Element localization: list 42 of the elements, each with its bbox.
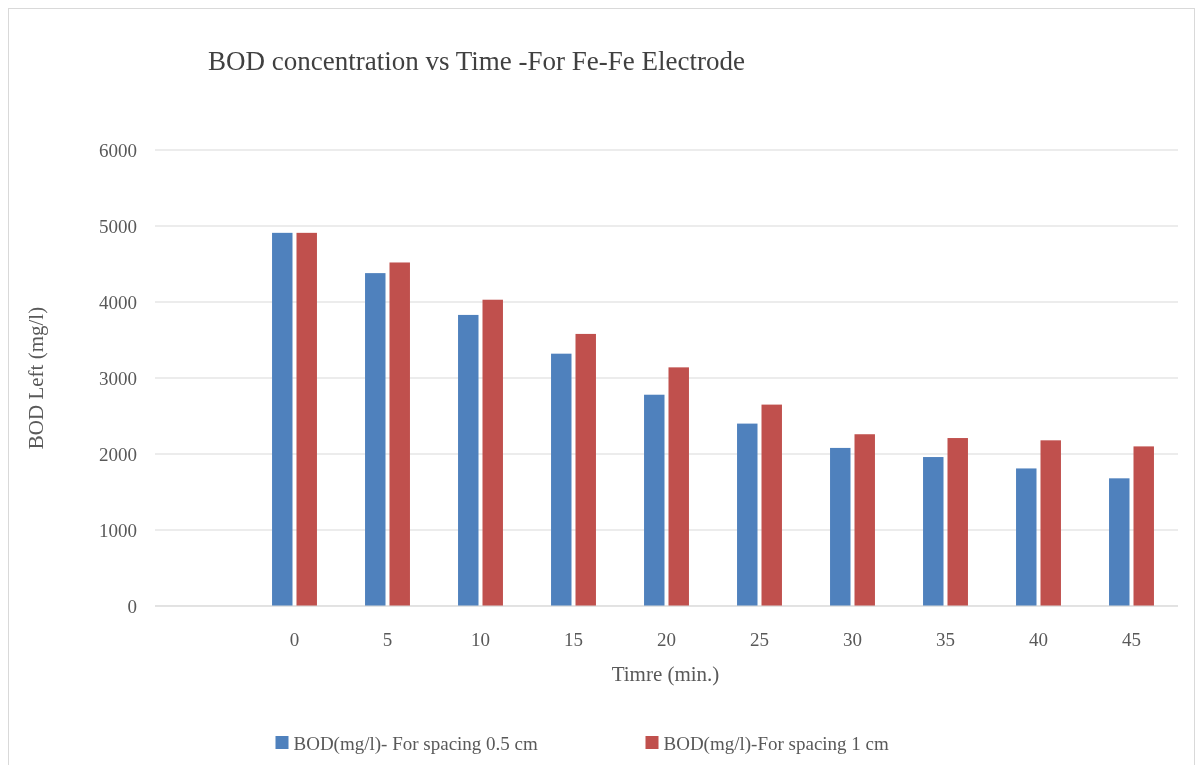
bar	[365, 273, 386, 606]
y-tick-label: 6000	[99, 139, 137, 161]
x-tick-label: 30	[843, 629, 862, 650]
bar	[1109, 478, 1130, 606]
x-tick-label: 5	[382, 629, 393, 650]
chart-title: BOD concentration vs Time -For Fe-Fe Electrode	[208, 46, 745, 76]
bar	[551, 353, 572, 606]
bar	[737, 423, 758, 606]
bar	[830, 447, 851, 606]
bar	[947, 438, 968, 606]
bar	[1016, 468, 1037, 606]
bar	[854, 434, 875, 606]
bar	[272, 232, 293, 606]
legend-label: BOD(mg/l)- For spacing 0.5 cm	[293, 732, 539, 755]
bar	[923, 457, 944, 606]
x-axis-title: Timre (min.)	[611, 662, 720, 686]
y-tick-label: 3000	[99, 367, 137, 389]
bar	[575, 333, 596, 606]
bar	[458, 314, 479, 606]
bar	[482, 299, 503, 606]
y-tick-label: 2000	[99, 443, 137, 465]
legend-label: BOD(mg/l)-For spacing 1 cm	[663, 732, 890, 755]
bar	[389, 262, 410, 606]
y-tick-label: 4000	[99, 291, 137, 313]
x-tick-label: 40	[1029, 629, 1048, 650]
bar	[644, 394, 665, 606]
y-tick-label: 1000	[99, 519, 137, 541]
x-tick-label: 20	[657, 629, 676, 650]
bar	[296, 232, 317, 606]
x-tick-label: 10	[471, 629, 490, 650]
bar	[1040, 440, 1061, 606]
x-tick-label: 15	[564, 629, 583, 650]
y-axis-title: BOD Left (mg/l)	[24, 306, 48, 450]
bar	[668, 367, 689, 606]
x-tick-label: 45	[1122, 629, 1141, 650]
bar	[761, 404, 782, 606]
x-tick-label: 35	[936, 629, 955, 650]
y-tick-label: 5000	[99, 215, 137, 237]
x-tick-label: 0	[289, 629, 300, 650]
bar	[1133, 446, 1154, 606]
x-tick-label: 25	[750, 629, 769, 650]
y-tick-label: 0	[127, 595, 137, 617]
